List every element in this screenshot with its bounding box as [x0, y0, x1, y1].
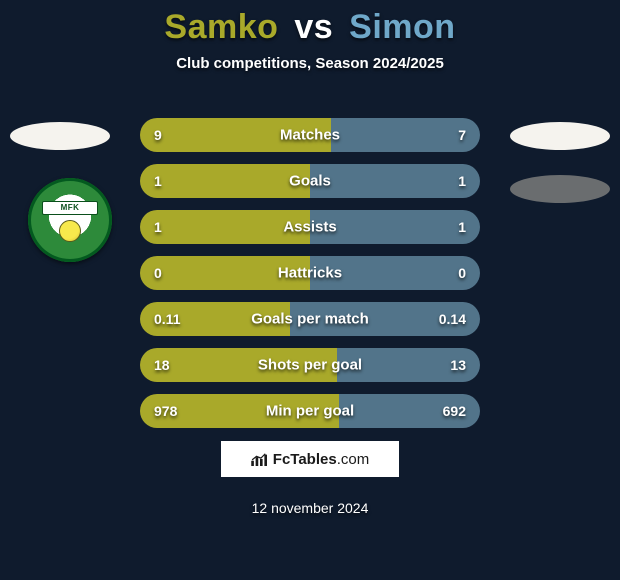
vs-separator: vs — [294, 8, 333, 46]
player1-avatar-placeholder — [10, 122, 110, 150]
player2-avatar-placeholder — [510, 122, 610, 150]
player1-club-badge: MFK — [28, 178, 112, 262]
stat-label: Assists — [140, 219, 480, 236]
stat-label: Hattricks — [140, 265, 480, 282]
brand-name: FcTables — [273, 451, 337, 468]
stat-row: 11Goals — [140, 164, 480, 198]
club-badge-text: MFK — [42, 201, 98, 215]
stat-label: Shots per goal — [140, 357, 480, 374]
player2-name: Simon — [349, 8, 455, 46]
club-badge-ball-icon — [59, 220, 81, 242]
stat-row: 11Assists — [140, 210, 480, 244]
stat-row: 00Hattricks — [140, 256, 480, 290]
brand-text: FcTables.com — [273, 451, 369, 468]
stat-row: 97Matches — [140, 118, 480, 152]
stat-row: 978692Min per goal — [140, 394, 480, 428]
stat-row: 0.110.14Goals per match — [140, 302, 480, 336]
subtitle: Club competitions, Season 2024/2025 — [0, 55, 620, 72]
stat-row: 1813Shots per goal — [140, 348, 480, 382]
club-badge-line1: MFK — [61, 203, 80, 212]
stat-label: Matches — [140, 127, 480, 144]
stats-container: 97Matches 11Goals 11Assists 00Hattricks 0.11… — [140, 118, 480, 440]
player1-name: Samko — [164, 8, 278, 46]
brand-chart-icon — [251, 452, 269, 466]
date-text: 12 november 2024 — [0, 500, 620, 516]
stat-label: Goals per match — [140, 311, 480, 328]
brand-box[interactable]: FcTables.com — [220, 440, 400, 478]
stat-label: Min per goal — [140, 403, 480, 420]
page-title: Samko vs Simon — [0, 0, 620, 47]
brand-suffix: .com — [337, 451, 370, 468]
player2-club-placeholder — [510, 175, 610, 203]
stat-label: Goals — [140, 173, 480, 190]
